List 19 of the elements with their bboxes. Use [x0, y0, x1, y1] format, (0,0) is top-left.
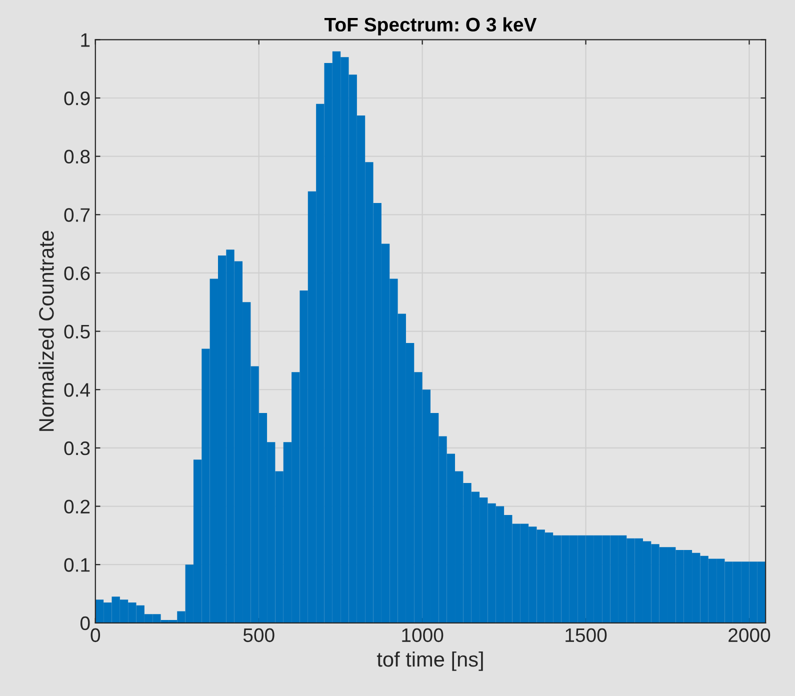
x-tick-label: 1000: [402, 628, 444, 642]
y-tick-label: 0.7: [64, 208, 90, 222]
y-tick-label: 1: [81, 33, 90, 47]
x-tick-label: 500: [243, 628, 274, 642]
y-tick-label: 0.5: [64, 324, 90, 339]
y-tick-label: 0.1: [64, 558, 90, 572]
y-tick-label: 0.9: [64, 91, 90, 106]
y-tick-label: 0.2: [64, 500, 90, 514]
x-tick-label: 0: [90, 628, 100, 642]
y-tick-label: 0.3: [64, 441, 90, 456]
y-tick-label: 0.4: [64, 383, 90, 397]
x-tick-label: 2000: [728, 628, 770, 642]
y-tick-label: 0.8: [64, 150, 90, 164]
x-tick-label: 1500: [566, 628, 607, 642]
y-axis-title: Normalized Countrate: [38, 230, 54, 431]
y-tick-label: 0: [80, 616, 90, 630]
y-tick-label: 0.6: [64, 266, 90, 280]
chart-title: ToF Spectrum: O 3 keV: [324, 17, 537, 36]
x-axis-title: tof time [ns]: [376, 651, 483, 671]
